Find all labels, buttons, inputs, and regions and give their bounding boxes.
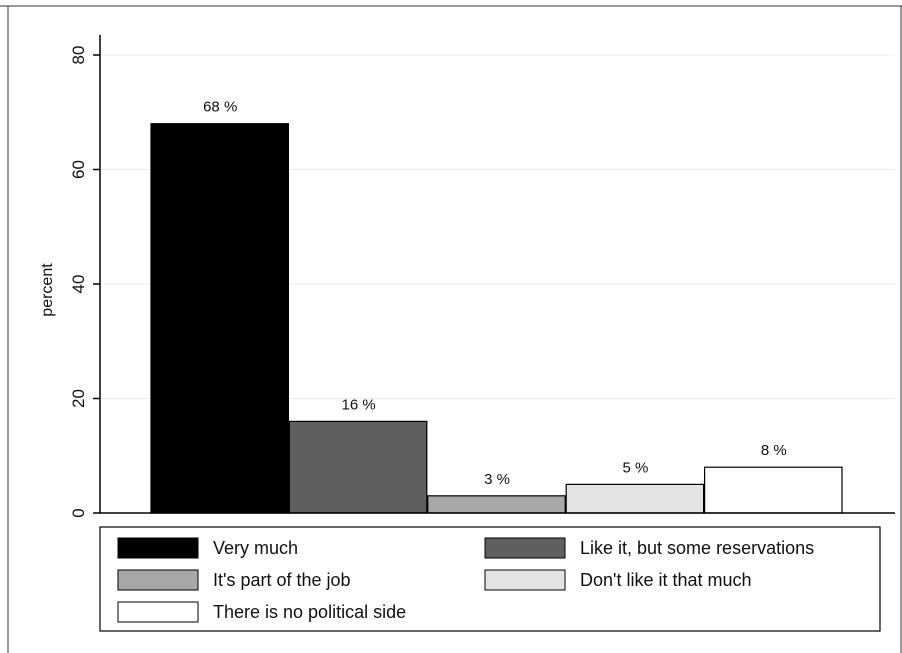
legend-swatch-2 <box>117 569 199 591</box>
y-tick-label-3: 60 <box>69 160 88 179</box>
y-ticks: 0 20 40 60 80 <box>69 46 100 518</box>
y-axis: 0 20 40 60 80 <box>69 35 101 518</box>
y-tick-label-2: 40 <box>69 275 88 294</box>
bar-label-4: 8 % <box>761 442 787 459</box>
bar-label-1: 16 % <box>341 396 375 413</box>
legend-items: Very much Like it, but some reservations I… <box>117 537 814 623</box>
bar-label-3: 5 % <box>622 459 648 476</box>
bar-3 <box>565 483 705 514</box>
bar-1 <box>288 420 428 514</box>
bar-2 <box>427 495 566 514</box>
bar-label-2: 3 % <box>484 471 510 488</box>
legend-label-2: It's part of the job <box>213 570 351 590</box>
bars <box>150 123 843 514</box>
bar-label-0: 68 % <box>203 99 237 116</box>
y-tick-label-4: 80 <box>69 46 88 65</box>
bar-0 <box>150 123 289 514</box>
y-axis-title: percent <box>39 263 56 317</box>
legend-label-0: Very much <box>213 538 298 558</box>
legend-swatch-3 <box>484 569 566 591</box>
legend-label-1: Like it, but some reservations <box>580 538 814 558</box>
legend-swatch-1 <box>484 537 566 559</box>
legend-swatch-0 <box>117 537 199 559</box>
bar-labels: 68 % 16 % 3 % 5 % 8 % <box>203 99 787 488</box>
legend: Very much Like it, but some reservations I… <box>99 526 881 632</box>
bar-4 <box>703 466 843 514</box>
legend-swatch-4 <box>117 601 199 623</box>
legend-label-3: Don't like it that much <box>580 570 752 590</box>
y-tick-label-1: 20 <box>69 389 88 408</box>
y-tick-label-0: 0 <box>69 508 88 517</box>
legend-label-4: There is no political side <box>213 602 406 622</box>
